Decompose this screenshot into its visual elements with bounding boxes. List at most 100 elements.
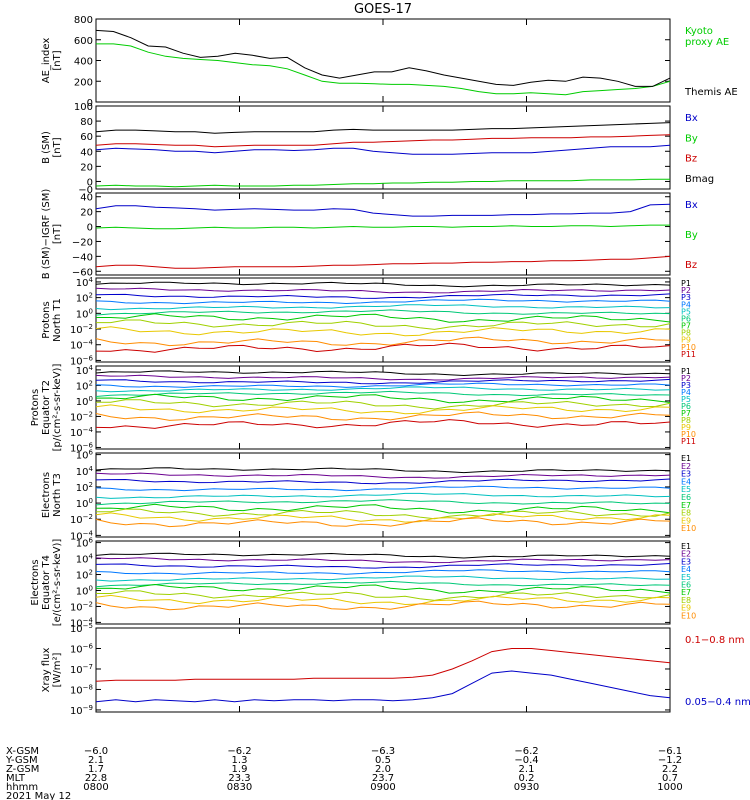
channel-label: P9 — [681, 423, 691, 432]
flux-channel-line — [95, 393, 671, 404]
channel-label: E7 — [681, 588, 691, 597]
legend-entry: By — [685, 230, 698, 241]
x-axis-value: −0.4 — [514, 755, 538, 766]
y-tick-exp: 0 — [89, 497, 93, 505]
flux-channel-line — [95, 419, 671, 429]
flux-channel-line — [96, 590, 671, 601]
legend-entry: Bx — [685, 200, 698, 211]
series-line — [95, 178, 670, 188]
channel-label: P4 — [681, 388, 691, 397]
series-line — [95, 670, 671, 703]
flux-channel-line — [95, 569, 671, 575]
x-axis-value: 2.0 — [375, 764, 391, 775]
y-tick-exp: −6 — [83, 354, 94, 362]
y-tick-exp: 4 — [89, 465, 94, 473]
channel-label: P10 — [681, 430, 696, 439]
x-axis-row-label: Y-GSM — [5, 755, 38, 766]
flux-channel-line — [95, 503, 671, 514]
y-tick-label: 100 — [76, 395, 93, 408]
flux-channel-line — [95, 411, 671, 421]
x-axis-table: X-GSMY-GSMZ-GSMMLThhmm−6.02.11.722.80800… — [5, 746, 683, 800]
y-axis-label: [p/(cm²-s-sr-keV)] — [52, 364, 63, 452]
y-tick-label: 40 — [80, 193, 93, 204]
x-axis-value: −6.2 — [227, 746, 251, 757]
y-tick-label: 20 — [80, 208, 93, 219]
x-axis-value: 0.7 — [662, 773, 678, 784]
x-axis-row-label: Z-GSM — [6, 764, 39, 775]
y-tick-exp: 6 — [89, 537, 94, 545]
x-axis-value: 1.9 — [232, 764, 248, 775]
y-tick-label: 102 — [76, 292, 93, 305]
channel-label: E2 — [681, 462, 691, 471]
y-tick-exp: 0 — [89, 307, 93, 315]
channel-label: P10 — [681, 343, 696, 352]
y-tick-label: 102 — [76, 379, 93, 392]
panel-frame — [95, 105, 671, 190]
channel-label: E2 — [681, 550, 691, 559]
y-tick-label: −40 — [72, 252, 93, 263]
y-tick-label: 106 — [76, 537, 94, 550]
y-tick-label: −60 — [72, 267, 93, 278]
channel-label: P3 — [681, 293, 691, 302]
channel-label: P6 — [681, 314, 691, 323]
legend-entry: Bmag — [685, 174, 714, 185]
y-tick-label: 100 — [76, 584, 93, 597]
channel-label: P2 — [681, 374, 691, 383]
flux-channel-line — [95, 580, 671, 588]
flux-channel-line — [95, 390, 671, 397]
channel-label: E1 — [681, 454, 691, 463]
y-tick-exp: 2 — [89, 481, 93, 489]
channel-label: E9 — [681, 516, 691, 525]
flux-channel-line — [95, 298, 671, 305]
y-tick-exp: −4 — [83, 426, 94, 434]
x-axis-value: 0930 — [514, 782, 539, 793]
y-axis-label: Electrons — [41, 472, 52, 518]
y-tick-label: 10−2 — [70, 513, 93, 526]
channel-label: E6 — [681, 493, 691, 502]
channel-label: P1 — [681, 367, 691, 376]
y-tick-label: 20 — [80, 162, 93, 173]
y-tick-exp: −8 — [83, 683, 93, 691]
y-tick-label: 10−2 — [70, 600, 93, 613]
legend-entry: 0.1−0.8 nm — [685, 635, 744, 646]
y-tick-label: 10−9 — [70, 704, 93, 717]
y-axis-label: North T3 — [52, 473, 63, 517]
legend-entry: Bx — [685, 113, 698, 124]
flux-channel-line — [95, 287, 671, 294]
panel-frame — [95, 18, 671, 103]
y-axis-label: AE_index — [41, 38, 52, 84]
flux-channel-line — [95, 485, 671, 492]
y-tick-exp: −7 — [83, 663, 93, 671]
channel-label: P4 — [681, 300, 691, 309]
flux-channel-line — [95, 552, 671, 559]
flux-channel-line — [95, 293, 671, 299]
channel-label: E6 — [681, 581, 691, 590]
channel-label: P5 — [681, 395, 691, 404]
x-axis-value: 2.1 — [519, 764, 535, 775]
panel-frame — [95, 192, 671, 276]
flux-channel-line — [95, 583, 671, 594]
y-tick-label: 10−7 — [70, 663, 93, 676]
y-axis-label: North T1 — [52, 298, 63, 342]
y-tick-exp: 6 — [89, 449, 94, 457]
y-axis-label: [nT] — [52, 137, 63, 157]
flux-channel-line — [95, 467, 671, 474]
series-line — [95, 134, 671, 148]
y-axis-label: [nT] — [52, 224, 63, 244]
series-line — [95, 203, 671, 217]
y-tick-label: −20 — [72, 237, 93, 248]
channel-label: E5 — [681, 485, 691, 494]
y-axis-label: Electrons — [30, 559, 41, 605]
flux-channel-line — [95, 478, 671, 485]
flux-channel-line — [96, 508, 671, 520]
channel-label: E1 — [681, 542, 691, 551]
channel-label: P7 — [681, 322, 691, 331]
panel-frame — [95, 540, 671, 625]
flux-channel-line — [95, 281, 671, 288]
y-axis-label: Equator T4 — [41, 555, 52, 610]
flux-channel-line — [95, 304, 671, 311]
x-axis-row-label: hhmm — [6, 782, 38, 793]
